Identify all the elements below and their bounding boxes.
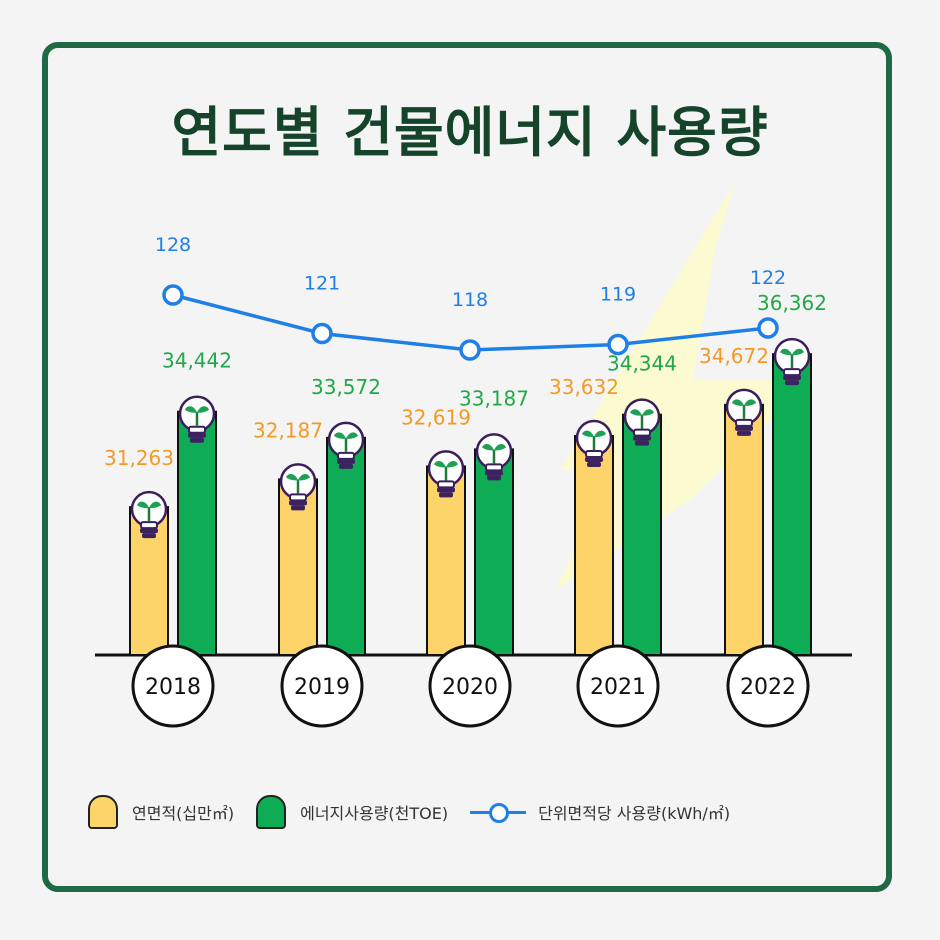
year-circle-2021 <box>576 644 660 728</box>
label-energy-2021: 34,344 <box>607 352 677 376</box>
year-label-2022: 2022 <box>740 675 796 700</box>
point-unit-2018 <box>162 284 184 306</box>
bulb-icon-area-2018 <box>130 490 168 539</box>
point-unit-2020 <box>459 339 481 361</box>
bar-energy-2022 <box>772 353 812 656</box>
year-label-2020: 2020 <box>442 675 498 700</box>
legend-line-unit <box>470 802 527 823</box>
bulb-icon-area-2020 <box>427 450 465 498</box>
bulb-icon-energy-2020 <box>475 433 513 481</box>
legend-item-area: 연면적(십만㎡) <box>88 795 234 829</box>
bulb-icon-area-2022 <box>725 388 763 436</box>
label-energy-2018: 34,442 <box>162 349 232 373</box>
label-unit-2021: 119 <box>600 284 636 306</box>
bulb-icon-energy-2022 <box>773 337 811 386</box>
legend: 연면적(십만㎡) 에너지사용량(천TOE) 단위면적당 사용량(kWh/㎡) <box>88 790 878 834</box>
lightning-icon <box>555 182 810 590</box>
year-circle-2019 <box>280 644 364 728</box>
bulb-icon-energy-2018 <box>178 395 216 443</box>
bulb-icon-area-2019 <box>279 463 317 511</box>
year-circle-2020 <box>428 644 512 728</box>
year-label-2019: 2019 <box>294 675 350 700</box>
label-energy-2020: 33,187 <box>459 386 529 410</box>
point-unit-2021 <box>607 333 629 356</box>
label-area-2020: 32,619 <box>401 405 471 429</box>
label-area-2018: 31,263 <box>104 446 174 470</box>
bar-energy-2018 <box>177 410 217 656</box>
label-area-2022: 34,672 <box>699 344 769 368</box>
bar-area-2022 <box>724 403 764 656</box>
year-label-2021: 2021 <box>590 675 646 700</box>
label-unit-2018: 128 <box>155 234 191 256</box>
bar-energy-2021 <box>622 413 662 656</box>
legend-label-energy: 에너지사용량(천TOE) <box>300 804 449 823</box>
label-area-2019: 32,187 <box>253 418 323 442</box>
legend-swatch-energy <box>256 795 287 829</box>
point-unit-2019 <box>311 322 333 345</box>
label-energy-2022: 36,362 <box>757 291 827 315</box>
bulb-icon-energy-2019 <box>327 421 365 469</box>
point-unit-2022 <box>757 317 779 339</box>
legend-item-energy: 에너지사용량(천TOE) <box>256 795 448 829</box>
label-unit-2022: 122 <box>750 267 786 289</box>
legend-label-unit: 단위면적당 사용량(kWh/㎡) <box>538 804 731 823</box>
bar-area-2021 <box>574 435 614 657</box>
label-area-2021: 33,632 <box>549 375 619 399</box>
label-unit-2019: 121 <box>304 273 340 295</box>
bar-energy-2019 <box>326 436 366 656</box>
legend-item-unit: 단위면적당 사용량(kWh/㎡) <box>470 800 730 824</box>
year-circle-2022 <box>726 644 810 728</box>
legend-swatch-area <box>88 795 118 829</box>
year-label-2018: 2018 <box>145 675 201 700</box>
chart-title: 연도별 건물에너지 사용량 <box>171 101 769 164</box>
label-energy-2019: 33,572 <box>311 375 381 399</box>
bulb-icon-area-2021 <box>575 419 613 468</box>
label-unit-2020: 118 <box>452 289 488 311</box>
year-circle-2018 <box>131 644 215 728</box>
legend-label-area: 연면적(십만㎡) <box>132 804 235 823</box>
bar-area-2020 <box>426 465 466 656</box>
bulb-icon-energy-2021 <box>623 398 661 446</box>
